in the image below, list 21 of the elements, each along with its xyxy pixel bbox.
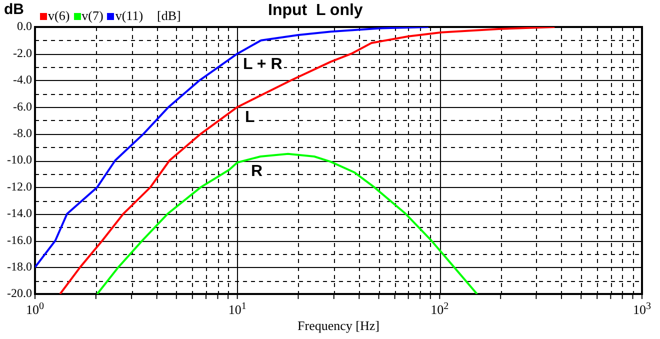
y-axis-title: dB	[4, 1, 24, 18]
y-tick-label: -20.0	[7, 286, 32, 300]
y-tick-label: -8.0	[13, 126, 32, 140]
annotation: L + R	[241, 56, 284, 74]
legend-title: [dB]	[157, 8, 181, 24]
annotation: R	[249, 163, 265, 181]
x-axis-title: Frequency [Hz]	[298, 318, 380, 333]
y-tick-label: -12.0	[7, 179, 32, 194]
y-tick-label: -10.0	[7, 152, 32, 167]
y-tick-label: -4.0	[13, 72, 32, 87]
y-tick-label: 0.0	[17, 19, 32, 34]
y-tick-label: -16.0	[7, 232, 32, 247]
y-tick-label: -2.0	[13, 46, 32, 60]
legend-label: v(6)	[48, 8, 70, 24]
legend-label: v(11)	[115, 8, 144, 24]
y-tick-label: -18.0	[7, 259, 32, 274]
y-tick-label: -14.0	[7, 206, 32, 220]
annotation: L	[243, 109, 257, 127]
chart-title: Input L only	[268, 2, 363, 20]
y-tick-label: -6.0	[13, 99, 32, 114]
legend-label: v(7)	[82, 8, 104, 24]
